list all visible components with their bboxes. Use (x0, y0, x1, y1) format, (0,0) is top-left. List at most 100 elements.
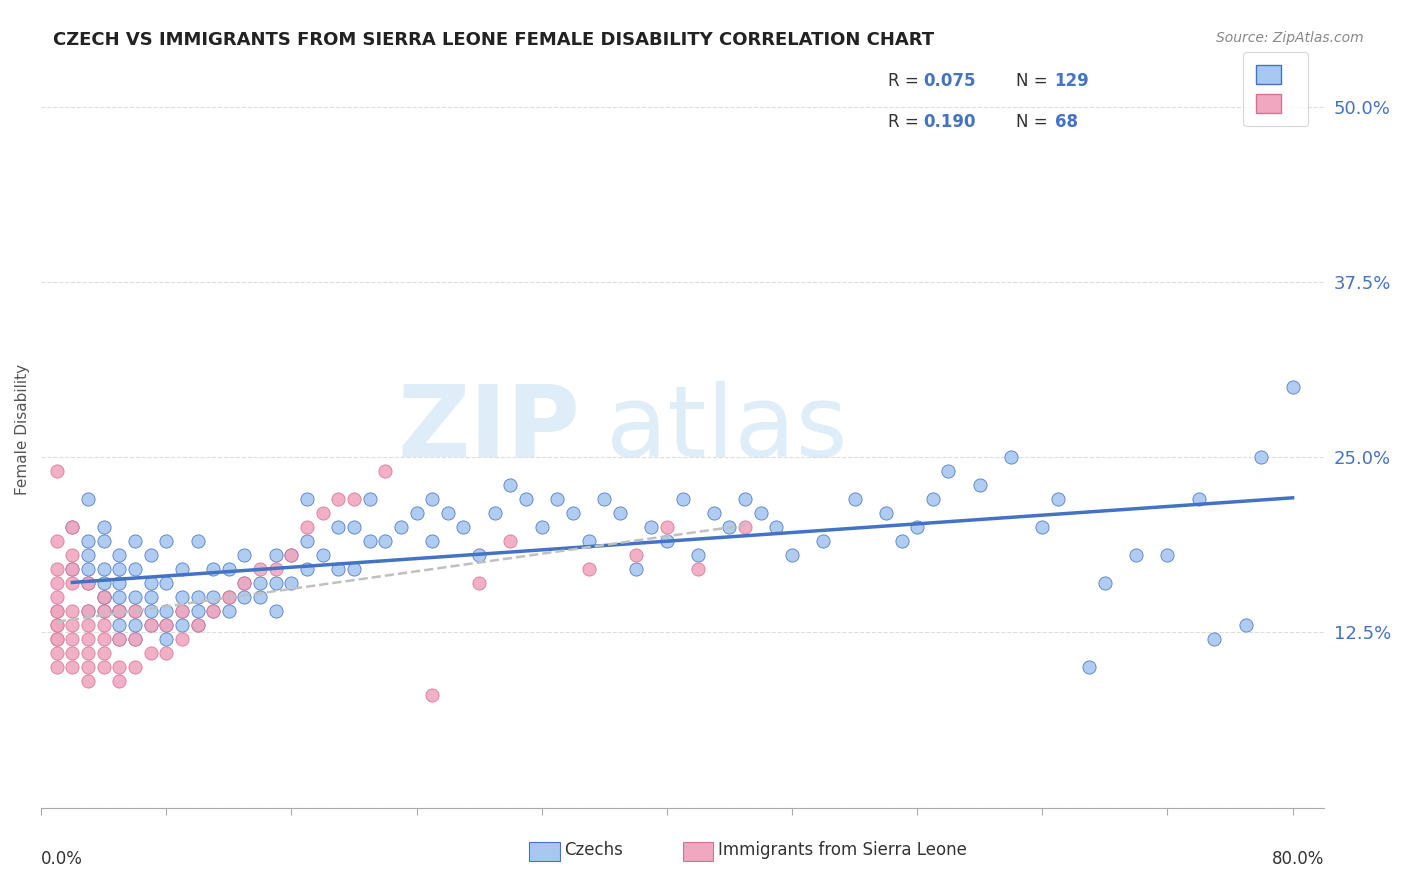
Text: Source: ZipAtlas.com: Source: ZipAtlas.com (1216, 31, 1364, 45)
Point (93, 562, 115, 576)
Point (468, 576, 491, 591)
Point (264, 549, 287, 563)
Point (655, 534, 678, 549)
Point (93, 604, 115, 618)
Point (108, 618, 131, 632)
Point (187, 618, 209, 632)
Point (420, 689, 443, 703)
Point (359, 534, 381, 549)
Point (389, 520, 412, 534)
Point (420, 534, 443, 549)
Point (93, 576, 115, 591)
Point (108, 604, 131, 618)
Point (93, 618, 115, 632)
Text: 0.0%: 0.0% (41, 850, 83, 869)
Point (77, 562, 100, 576)
Point (499, 534, 522, 549)
Point (593, 492, 616, 507)
Text: N =: N = (1017, 72, 1053, 90)
Point (93, 604, 115, 618)
Point (187, 618, 209, 632)
Text: ZIP: ZIP (396, 381, 579, 477)
Point (405, 506, 427, 520)
Point (60, 520, 83, 534)
Point (295, 534, 318, 549)
Point (155, 632, 177, 647)
Point (703, 506, 725, 520)
Text: Immigrants from Sierra Leone: Immigrants from Sierra Leone (717, 840, 966, 858)
Point (170, 604, 193, 618)
Text: 129: 129 (1054, 72, 1090, 90)
Point (60, 660, 83, 674)
Point (688, 562, 710, 576)
Point (530, 520, 553, 534)
Point (734, 520, 756, 534)
Point (60, 647, 83, 661)
Point (921, 492, 943, 507)
Point (453, 520, 475, 534)
Text: Czechs: Czechs (564, 840, 623, 858)
Point (155, 604, 177, 618)
Point (45, 632, 67, 647)
Point (609, 506, 631, 520)
Point (45, 591, 67, 605)
Point (1000, 450, 1022, 465)
Point (202, 591, 225, 605)
Point (108, 660, 131, 674)
Point (108, 604, 131, 618)
Point (77, 576, 100, 591)
Point (655, 520, 678, 534)
Point (155, 576, 177, 591)
Point (624, 562, 647, 576)
Point (562, 506, 585, 520)
Point (170, 604, 193, 618)
Point (218, 562, 240, 576)
Point (45, 576, 67, 591)
Point (108, 549, 131, 563)
Point (77, 534, 100, 549)
Point (60, 562, 83, 576)
Point (45, 618, 67, 632)
Point (718, 520, 741, 534)
Point (1094, 576, 1116, 591)
Text: 0.190: 0.190 (924, 112, 976, 131)
Y-axis label: Female Disability: Female Disability (15, 364, 30, 495)
Point (328, 492, 350, 507)
Point (187, 534, 209, 549)
Point (905, 520, 928, 534)
Point (1250, 450, 1272, 465)
Text: 80.0%: 80.0% (1271, 850, 1324, 869)
Point (77, 492, 100, 507)
Point (45, 647, 67, 661)
Point (328, 520, 350, 534)
Point (93, 647, 115, 661)
Point (139, 591, 162, 605)
Point (155, 618, 177, 632)
Point (1046, 492, 1069, 507)
Point (108, 632, 131, 647)
Point (93, 591, 115, 605)
Point (202, 604, 225, 618)
Text: atlas: atlas (606, 381, 848, 477)
Text: 68: 68 (1054, 112, 1077, 131)
Point (45, 562, 67, 576)
Point (155, 647, 177, 661)
Point (468, 549, 491, 563)
Point (139, 618, 162, 632)
Point (77, 576, 100, 591)
Point (249, 562, 271, 576)
Point (139, 618, 162, 632)
Point (780, 549, 803, 563)
Point (249, 576, 271, 591)
Point (124, 632, 146, 647)
Point (249, 591, 271, 605)
Point (202, 562, 225, 576)
Legend: , : , (1243, 52, 1309, 127)
Point (280, 576, 302, 591)
Point (264, 562, 287, 576)
Point (170, 562, 193, 576)
Point (108, 674, 131, 689)
Point (233, 576, 256, 591)
Point (124, 562, 146, 576)
Point (108, 562, 131, 576)
